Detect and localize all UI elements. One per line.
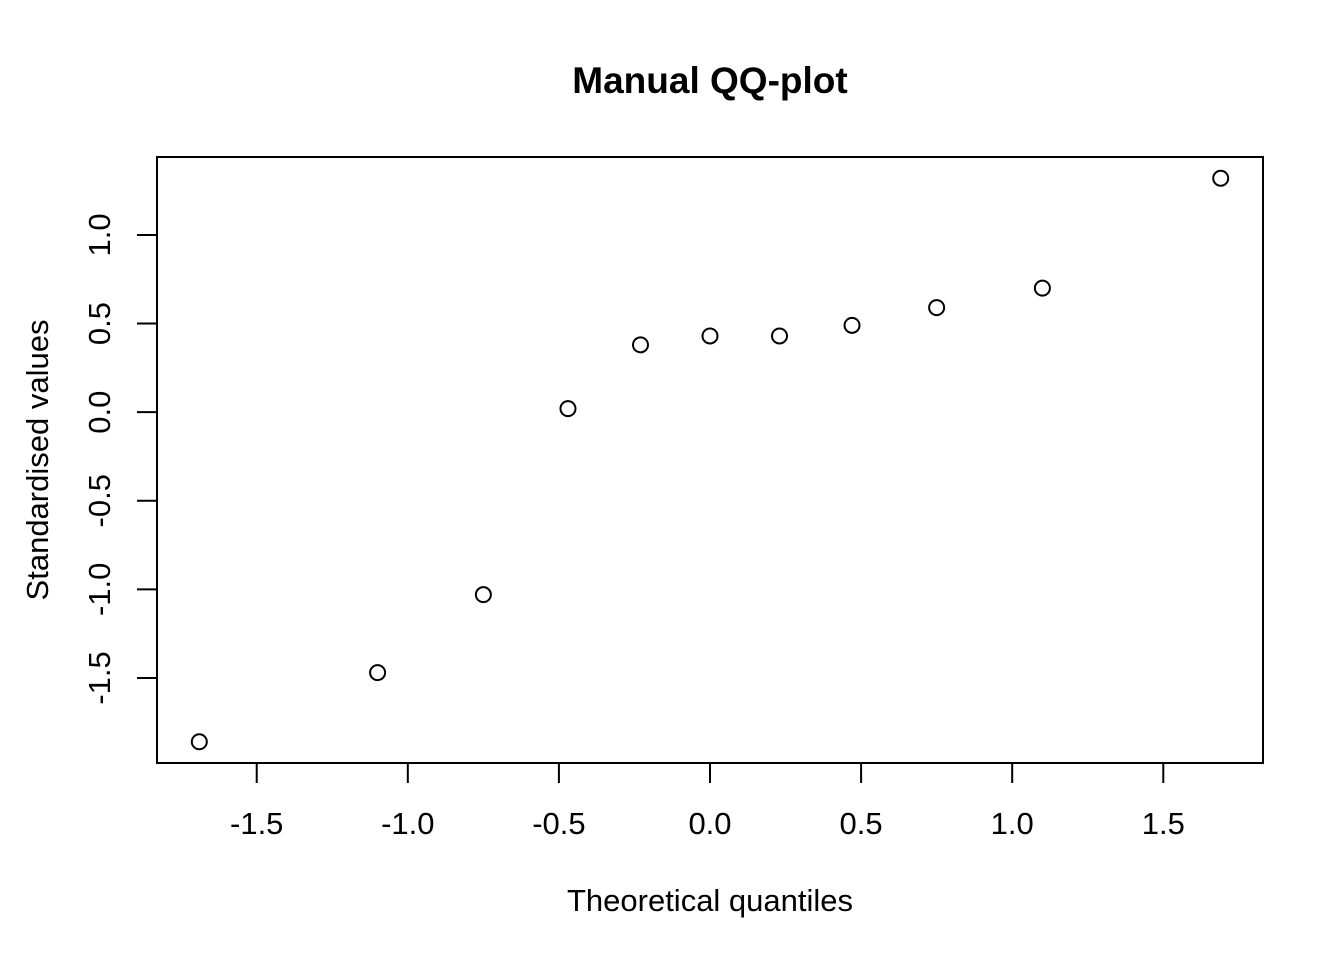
x-tick-label: -1.5 — [230, 806, 283, 841]
data-point — [843, 316, 861, 334]
y-axis-label: Standardised values — [20, 320, 55, 601]
data-point — [701, 327, 719, 345]
x-tick-label: -0.5 — [532, 806, 585, 841]
x-tick-label: 0.5 — [840, 806, 883, 841]
data-point — [771, 327, 789, 345]
data-point — [190, 733, 208, 751]
x-tick-label: 0.0 — [688, 806, 731, 841]
data-point — [369, 664, 387, 682]
y-tick-label: -1.5 — [82, 651, 117, 704]
y-tick-label: -1.0 — [82, 563, 117, 616]
chart-title: Manual QQ-plot — [572, 60, 847, 101]
data-point — [474, 586, 492, 604]
plot-frame — [156, 156, 1264, 764]
y-axis: -1.5 -1.0 -0.5 0.0 0.5 1.0 — [82, 213, 158, 705]
x-axis-label: Theoretical quantiles — [567, 883, 853, 918]
data-point — [559, 400, 577, 418]
x-tick-label: -1.0 — [381, 806, 434, 841]
data-point — [928, 299, 946, 317]
data-point — [1033, 279, 1051, 297]
y-tick-label: 1.0 — [82, 213, 117, 256]
data-point — [1212, 169, 1230, 187]
y-tick-label: 0.5 — [82, 302, 117, 345]
y-tick-label: -0.5 — [82, 474, 117, 527]
data-point — [631, 336, 649, 354]
x-axis: -1.5 -1.0 -0.5 0.0 0.5 1.0 1.5 — [230, 762, 1185, 841]
data-points — [190, 169, 1230, 751]
x-tick-label: 1.0 — [991, 806, 1034, 841]
x-tick-label: 1.5 — [1142, 806, 1185, 841]
y-tick-label: 0.0 — [82, 391, 117, 434]
